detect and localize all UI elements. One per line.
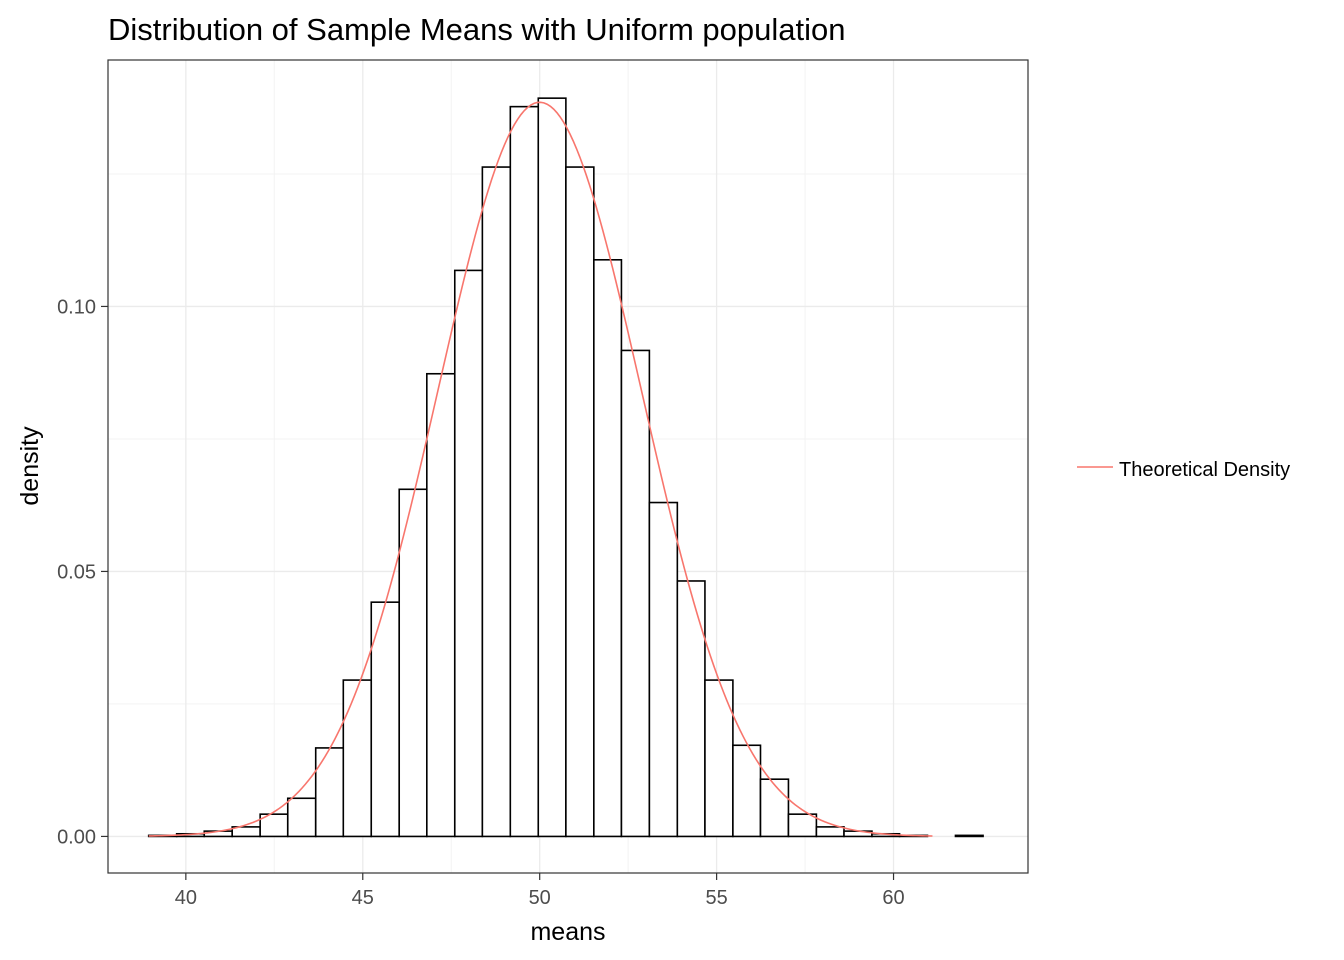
legend-label-theoretical-density: Theoretical Density xyxy=(1119,459,1290,481)
x-axis-title: means xyxy=(530,918,605,946)
histogram-bar xyxy=(342,679,373,838)
chart-title: Distribution of Sample Means with Unifor… xyxy=(108,12,845,47)
histogram-bar xyxy=(398,488,428,838)
histogram-bar xyxy=(648,501,679,838)
histogram-bar xyxy=(286,797,317,838)
histogram-bar xyxy=(370,601,401,838)
histogram-bar xyxy=(314,747,345,838)
x-tick-label: 55 xyxy=(705,887,727,909)
y-tick-label: 0.00 xyxy=(57,826,96,848)
histogram-bar xyxy=(954,834,984,838)
density-curve-layer xyxy=(148,101,933,837)
x-tick-label: 40 xyxy=(175,887,197,909)
x-tick-label: 45 xyxy=(352,887,374,909)
histogram-bars xyxy=(147,97,984,838)
histogram-bar xyxy=(426,372,456,838)
histogram-bar xyxy=(815,826,845,838)
histogram-bar xyxy=(676,580,706,838)
histogram-bar xyxy=(620,349,651,838)
legend: Theoretical Density xyxy=(1077,459,1290,481)
x-tick-label: 60 xyxy=(882,887,904,909)
histogram-bar xyxy=(593,259,623,838)
histogram-bar xyxy=(509,105,540,838)
axis-ticks: 40 45 50 55 60 0.00 0.05 0.10 xyxy=(57,296,905,909)
y-tick-label: 0.10 xyxy=(57,296,96,318)
histogram-bar xyxy=(565,166,595,838)
panel-border xyxy=(107,59,1029,874)
histogram-bar xyxy=(453,269,484,838)
histogram-bar xyxy=(537,97,567,838)
y-tick-label: 0.05 xyxy=(57,561,96,583)
y-axis-title: density xyxy=(16,426,44,506)
x-tick-label: 50 xyxy=(529,887,551,909)
density-curve-theoretical xyxy=(148,101,933,837)
histogram-bar xyxy=(787,813,818,838)
histogram-bar xyxy=(481,166,512,838)
histogram-bar xyxy=(759,778,790,838)
